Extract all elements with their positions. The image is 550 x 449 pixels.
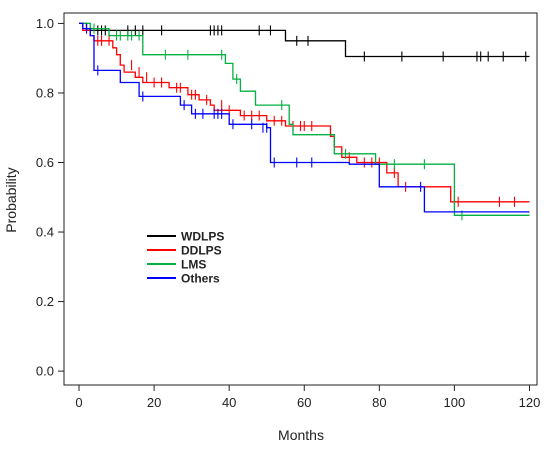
- y-tick-label-2: 0.4: [36, 225, 54, 240]
- ddlps-survival-line: [79, 22, 530, 203]
- legend-label-ddlps: DDLPS: [181, 244, 222, 258]
- lms-survival-line: [79, 22, 530, 216]
- y-tick-label-1: 0.2: [36, 294, 54, 309]
- legend-label-others: Others: [181, 272, 220, 286]
- y-axis-label: Probability: [3, 167, 19, 232]
- y-tick-label-3: 0.6: [36, 155, 54, 170]
- x-tick-label-2: 40: [222, 395, 236, 410]
- x-tick-label-1: 20: [147, 395, 161, 410]
- y-tick-label-5: 1.0: [36, 16, 54, 31]
- legend-label-wdlps: WDLPS: [181, 230, 224, 244]
- x-axis-label: Months: [278, 427, 324, 443]
- x-tick-label-4: 80: [372, 395, 386, 410]
- axes: 0 20 40 60 80 100 120 0.0 0.2 0.4 0.6 0.8 1.0: [36, 12, 541, 410]
- y-tick-label-4: 0.8: [36, 85, 54, 100]
- x-tick-label-6: 120: [519, 395, 541, 410]
- others-survival-line: [79, 22, 530, 213]
- plot-frame: [63, 12, 538, 386]
- x-tick-label-0: 0: [75, 395, 82, 410]
- y-tick-label-0: 0.0: [36, 364, 54, 379]
- x-tick-label-3: 60: [297, 395, 311, 410]
- x-tick-label-5: 100: [444, 395, 466, 410]
- survival-curves: [79, 22, 530, 221]
- wdlps-survival-line: [79, 22, 530, 58]
- legend-label-lms: LMS: [181, 258, 206, 272]
